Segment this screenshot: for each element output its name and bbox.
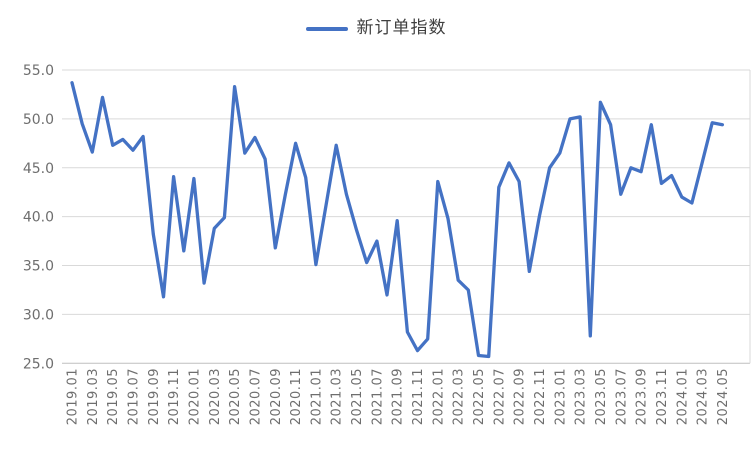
x-tick-label: 2019.05 [106,368,121,425]
data-series-line [70,81,725,359]
x-tick-label: 2023.07 [614,368,629,425]
x-tick-label: 2021.09 [391,368,406,425]
x-tick-label: 2019.03 [86,368,101,425]
y-tick-label: 55.0 [23,63,54,79]
x-tick-label: 2019.07 [126,368,141,425]
x-tick-label: 2024.01 [675,368,690,425]
x-tick-label: 2019.09 [147,368,162,425]
x-tick-label: 2021.05 [350,368,365,425]
chart-legend: 新订单指数 [0,20,752,37]
y-tick-label: 40.0 [23,210,54,226]
x-tick-label: 2020.09 [269,368,284,425]
x-tick-label: 2022.07 [492,368,507,425]
y-tick-label: 30.0 [23,307,54,323]
x-tick-label: 2019.01 [66,368,81,425]
x-tick-label: 2024.05 [716,368,731,425]
y-tick-label: 35.0 [23,259,54,275]
x-tick-label: 2020.11 [289,368,304,425]
x-tick-label: 2023.05 [594,368,609,425]
y-tick-label: 25.0 [23,356,54,372]
legend-label: 新订单指数 [356,18,447,38]
y-tick-label: 45.0 [23,161,54,177]
x-tick-label: 2022.03 [452,368,467,425]
x-tick-label: 2021.07 [370,368,385,425]
x-tick-label: 2022.01 [431,368,446,425]
x-tick-label: 2021.11 [411,368,426,425]
x-tick-label: 2020.03 [208,368,223,425]
x-tick-label: 2021.01 [309,368,324,425]
x-tick-label: 2022.11 [533,368,548,425]
x-tick-label: 2020.01 [187,368,202,425]
x-tick-label: 2023.01 [553,368,568,425]
x-tick-label: 2020.05 [228,368,243,425]
x-tick-label: 2023.09 [635,368,650,425]
x-tick-label: 2021.03 [330,368,345,425]
legend-line-marker [305,26,348,31]
x-tick-label: 2019.11 [167,368,182,425]
x-tick-label: 2024.03 [696,368,711,425]
x-tick-label: 2020.07 [248,368,263,425]
y-tick-label: 50.0 [23,112,54,128]
x-tick-label: 2023.03 [574,368,589,425]
x-tick-label: 2022.09 [513,368,528,425]
x-tick-label: 2023.11 [655,368,670,425]
x-tick-label: 2022.05 [472,368,487,425]
